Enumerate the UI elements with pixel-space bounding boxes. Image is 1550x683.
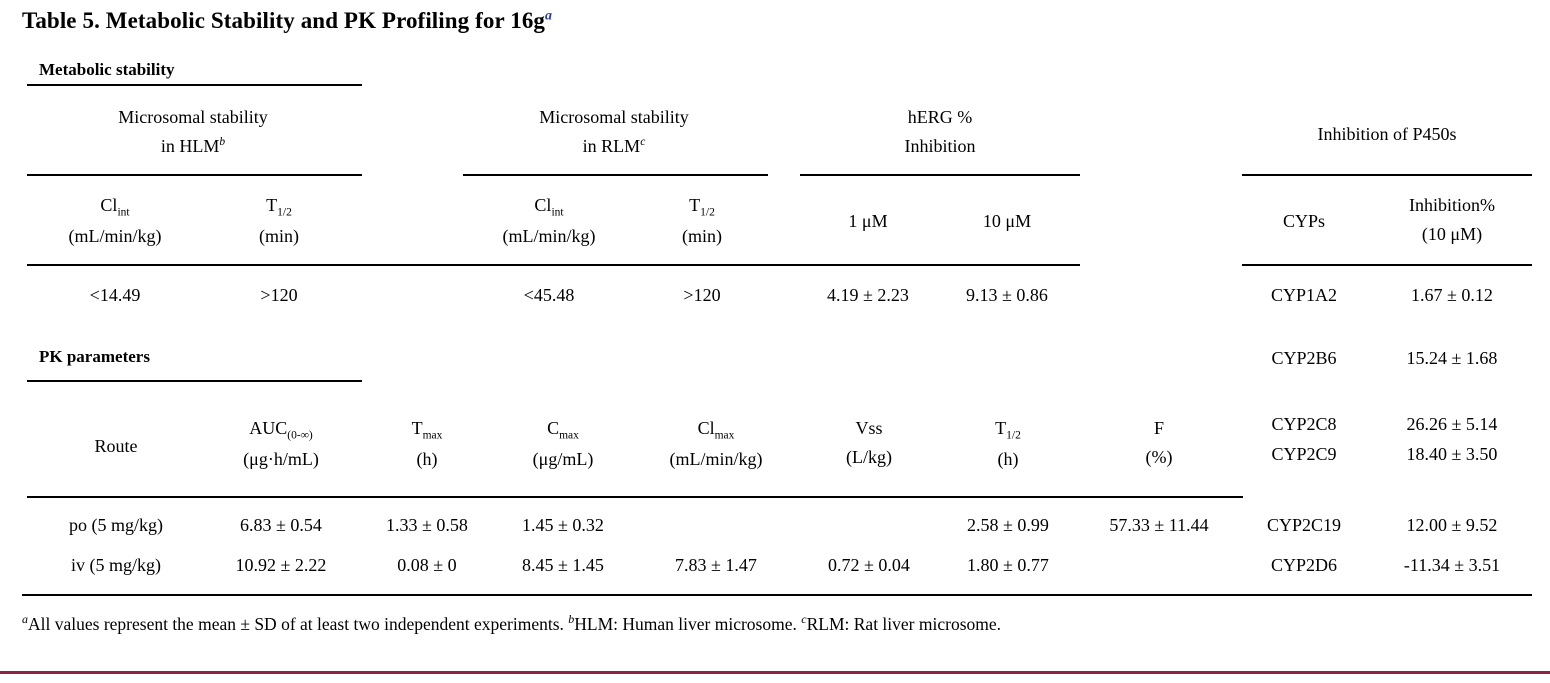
column-header-vss-name: Vss bbox=[855, 418, 883, 438]
column-header-vss-unit: (L/kg) bbox=[846, 446, 892, 467]
column-header-inhibition-pct-unit: (10 μM) bbox=[1421, 223, 1483, 244]
rule-pk-columns bbox=[27, 496, 1243, 498]
cell-cyp-inhibition: 26.26 ± 5.14 bbox=[1406, 414, 1498, 434]
group-header-herg-line2: Inhibition bbox=[904, 135, 976, 156]
group-header-hlm: Microsomal stability in HLMb bbox=[118, 103, 267, 161]
column-header-pk-t12: T1/2 (h) bbox=[995, 414, 1021, 474]
rule-table-bottom bbox=[22, 594, 1532, 596]
cell-pk-tmax: 1.33 ± 0.58 bbox=[386, 515, 468, 535]
cell-pk-cmax: 1.45 ± 0.32 bbox=[522, 515, 604, 535]
column-header-hlm-clint-unit: (mL/min/kg) bbox=[68, 225, 162, 246]
column-header-f-unit: (%) bbox=[1145, 446, 1173, 467]
footnote-marker-b: b bbox=[219, 135, 226, 148]
group-header-hlm-line1: Microsomal stability bbox=[118, 107, 268, 127]
rule-metabolic-caption bbox=[27, 84, 362, 86]
rule-group-rlm bbox=[463, 174, 768, 176]
cell-pk-auc: 10.92 ± 2.22 bbox=[235, 555, 327, 575]
column-header-inhibition-pct: Inhibition% (10 μM) bbox=[1409, 191, 1495, 249]
group-header-hlm-line2: in HLMb bbox=[160, 135, 226, 156]
footnote-text-b: HLM: Human liver microsome. bbox=[574, 613, 802, 634]
cell-pk-route: iv (5 mg/kg) bbox=[71, 555, 161, 575]
column-header-herg-1um: 1 μM bbox=[848, 211, 888, 231]
cell-herg-10um-value: 9.13 ± 0.86 bbox=[966, 285, 1048, 305]
page-bottom-accent-rule bbox=[0, 671, 1550, 674]
rule-metabolic-columns bbox=[27, 264, 1080, 266]
column-header-cmax-unit: (μg/mL) bbox=[532, 448, 594, 469]
cell-cyp-name: CYP2C19 bbox=[1266, 515, 1342, 535]
footnote-marker-c: c bbox=[640, 135, 646, 148]
column-header-route: Route bbox=[94, 436, 138, 456]
cell-cyp-name: CYP2C9 bbox=[1271, 444, 1337, 464]
cell-pk-f: 57.33 ± 11.44 bbox=[1109, 515, 1209, 535]
group-header-rlm-line1: Microsomal stability bbox=[539, 107, 689, 127]
group-header-rlm-line2: in RLMc bbox=[582, 135, 646, 156]
cell-pk-cmax: 8.45 ± 1.45 bbox=[522, 555, 604, 575]
cell-pk-route: po (5 mg/kg) bbox=[69, 515, 163, 535]
group-header-rlm: Microsomal stability in RLMc bbox=[539, 103, 688, 161]
column-header-tmax: Tmax (h) bbox=[412, 414, 443, 474]
column-header-cyps: CYPs bbox=[1282, 211, 1326, 231]
cell-cyp-name: CYP2C8 bbox=[1271, 414, 1337, 434]
table-footnote: aAll values represent the mean ± SD of a… bbox=[22, 612, 1532, 636]
cell-cyp-inhibition: -11.34 ± 3.51 bbox=[1403, 555, 1501, 575]
footnote-marker-c: c bbox=[801, 612, 807, 626]
column-header-hlm-t12-unit: (min) bbox=[259, 225, 299, 246]
footnote-marker-b: b bbox=[568, 612, 575, 626]
cell-herg-1um-value: 4.19 ± 2.23 bbox=[827, 285, 909, 305]
column-header-clmax-unit: (mL/min/kg) bbox=[669, 448, 763, 469]
group-header-p450: Inhibition of P450s bbox=[1317, 124, 1456, 145]
column-header-auc-unit: (μg·h/mL) bbox=[243, 448, 319, 469]
cell-hlm-t12-value: >120 bbox=[260, 285, 298, 305]
cell-cyp-inhibition: 18.40 ± 3.50 bbox=[1406, 444, 1498, 464]
column-header-vss: Vss (L/kg) bbox=[846, 414, 892, 472]
cell-pk-clmax: 7.83 ± 1.47 bbox=[675, 555, 757, 575]
column-header-hlm-clint: Clint (mL/min/kg) bbox=[69, 191, 162, 251]
rule-group-herg bbox=[800, 174, 1080, 176]
cell-cyp-inhibition: 15.24 ± 1.68 bbox=[1406, 348, 1498, 368]
cell-cyp-name: CYP2B6 bbox=[1271, 348, 1337, 368]
page-title: Table 5. Metabolic Stability and PK Prof… bbox=[22, 8, 552, 34]
group-header-p450-line1: Inhibition of P450s bbox=[1317, 124, 1457, 144]
cell-pk-tmax: 0.08 ± 0 bbox=[397, 555, 457, 575]
cell-cyp-inhibition: 12.00 ± 9.52 bbox=[1406, 515, 1498, 535]
column-header-auc: AUC(0-∞) (μg·h/mL) bbox=[243, 414, 319, 474]
cell-rlm-t12-value: >120 bbox=[683, 285, 721, 305]
cell-rlm-clint-value: <45.48 bbox=[523, 285, 575, 305]
rule-group-p450 bbox=[1242, 174, 1532, 176]
rule-p450-columns bbox=[1242, 264, 1532, 266]
column-header-rlm-clint: Clint (mL/min/kg) bbox=[503, 191, 596, 251]
group-header-herg-line1: hERG % bbox=[907, 107, 973, 127]
section-caption-pk-parameters: PK parameters bbox=[39, 347, 150, 366]
cell-pk-auc: 6.83 ± 0.54 bbox=[240, 515, 322, 535]
cell-cyp-name: CYP1A2 bbox=[1270, 285, 1338, 305]
column-header-f-name: F bbox=[1153, 418, 1165, 438]
column-header-inhibition-pct-name: Inhibition% bbox=[1409, 195, 1495, 215]
column-header-rlm-t12-unit: (min) bbox=[682, 225, 722, 246]
table-title-text: Table 5. Metabolic Stability and PK Prof… bbox=[22, 8, 546, 33]
cell-hlm-clint-value: <14.49 bbox=[89, 285, 141, 305]
column-header-tmax-unit: (h) bbox=[416, 448, 438, 469]
column-header-f: F (%) bbox=[1146, 414, 1173, 472]
footnote-text-c: RLM: Rat liver microsome. bbox=[806, 613, 1002, 634]
section-caption-metabolic-stability: Metabolic stability bbox=[39, 60, 175, 79]
cell-pk-vss: 0.72 ± 0.04 bbox=[828, 555, 910, 575]
column-header-rlm-clint-unit: (mL/min/kg) bbox=[502, 225, 596, 246]
cell-pk-t12: 1.80 ± 0.77 bbox=[967, 555, 1049, 575]
column-header-herg-10um: 10 μM bbox=[982, 211, 1032, 231]
column-header-pk-t12-unit: (h) bbox=[997, 448, 1019, 469]
footnote-marker-a: a bbox=[22, 612, 28, 626]
cell-cyp-name: CYP2D6 bbox=[1270, 555, 1338, 575]
column-header-rlm-t12: T1/2 (min) bbox=[682, 191, 722, 251]
group-header-herg: hERG % Inhibition bbox=[905, 103, 976, 161]
rule-group-hlm bbox=[27, 174, 362, 176]
column-header-hlm-t12: T1/2 (min) bbox=[259, 191, 299, 251]
column-header-clmax: Clmax (mL/min/kg) bbox=[670, 414, 763, 474]
cell-pk-t12: 2.58 ± 0.99 bbox=[967, 515, 1049, 535]
title-footnote-marker: a bbox=[545, 8, 553, 24]
column-header-cmax: Cmax (μg/mL) bbox=[533, 414, 594, 474]
rule-pk-caption bbox=[27, 380, 362, 382]
footnote-text-a: All values represent the mean ± SD of at… bbox=[28, 613, 569, 634]
cell-cyp-inhibition: 1.67 ± 0.12 bbox=[1411, 285, 1493, 305]
